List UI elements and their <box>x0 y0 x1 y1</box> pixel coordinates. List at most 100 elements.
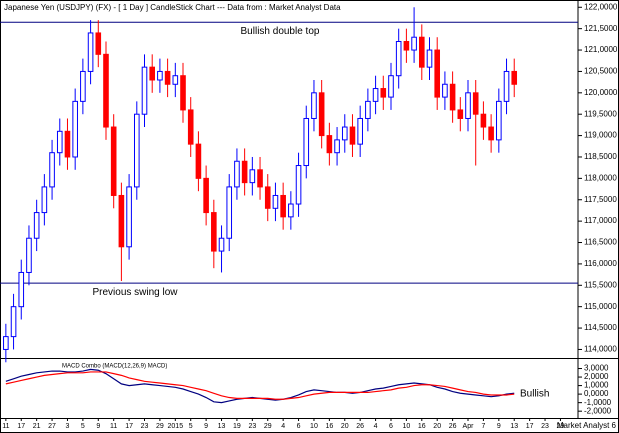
y-tick-label: 118,0000 <box>584 173 617 182</box>
x-tick-label: 6 <box>297 423 301 430</box>
y-tick-label: 115,0000 <box>584 302 617 311</box>
reference-label: Previous swing low <box>92 287 178 298</box>
y-tick-label: 3,0000 <box>584 364 609 373</box>
x-tick-label: 4 <box>374 423 378 430</box>
candle-body <box>380 88 387 98</box>
candle-body <box>80 70 86 102</box>
x-tick-label: 9 <box>204 423 208 430</box>
x-tick-label: 17 <box>526 423 534 430</box>
candle-body <box>41 186 48 214</box>
candle-body <box>457 109 464 119</box>
candle-body <box>488 126 494 141</box>
candle-body <box>442 83 448 98</box>
x-tick-label: 23 <box>541 423 549 430</box>
candle-body <box>326 135 333 154</box>
reference-label: Bullish double top <box>241 26 320 37</box>
candle-body <box>449 83 456 111</box>
candle-body <box>411 36 417 51</box>
x-tick-label: 11 <box>2 423 9 430</box>
x-tick-label: 29 <box>557 423 565 430</box>
x-tick-label: 21 <box>33 423 41 430</box>
y-tick-label: 116,0000 <box>584 259 617 268</box>
x-tick-label: 29 <box>264 423 272 430</box>
x-tick-label: 27 <box>48 423 56 430</box>
candle-body <box>56 130 63 154</box>
candle-body <box>241 160 248 184</box>
y-tick-label: 0,0000 <box>584 389 609 398</box>
y-tick-label: 121,5000 <box>584 24 618 33</box>
x-tick-label: 11 <box>110 423 117 430</box>
x-tick-label: 10 <box>310 423 318 430</box>
candle-body <box>472 92 479 115</box>
candle-body <box>249 169 256 184</box>
y-tick-label: 120,0000 <box>584 88 618 97</box>
footer: Market Analyst 6 <box>557 421 617 430</box>
candle-body <box>64 130 71 158</box>
candle-body <box>403 40 410 51</box>
y-tick-label: 1,0000 <box>584 381 609 390</box>
candle-body <box>357 117 363 145</box>
y-tick-label: 2,0000 <box>584 372 609 381</box>
x-tick-label: 3 <box>66 423 70 430</box>
candle-body <box>72 100 78 158</box>
candle-body <box>126 186 132 248</box>
x-tick-label: 16 <box>325 423 333 430</box>
candle-body <box>118 194 125 248</box>
candle-body <box>187 109 194 145</box>
y-tick-label: 119,0000 <box>584 131 617 140</box>
x-tick-label: 13 <box>510 423 518 430</box>
x-tick-label: 23 <box>248 423 256 430</box>
candle-body <box>318 92 325 137</box>
y-tick-label: 116,5000 <box>584 238 617 247</box>
y-tick-label: 122,0000 <box>584 2 618 11</box>
x-tick-label: 16 <box>418 423 426 430</box>
y-tick-label: -2,0000 <box>584 406 612 415</box>
candle-body <box>18 271 25 308</box>
macd-line <box>5 371 515 400</box>
candle-body <box>133 113 140 188</box>
candle-body <box>341 126 348 141</box>
candle-body <box>388 75 394 98</box>
candle-body <box>164 70 171 85</box>
candle-body <box>288 203 294 218</box>
candle-body <box>157 70 163 81</box>
candle-body <box>195 143 202 179</box>
candle-body <box>203 177 209 214</box>
x-tick-label: 29 <box>156 423 164 430</box>
x-tick-label: 2015 <box>168 423 184 430</box>
x-tick-label: 9 <box>96 423 100 430</box>
y-tick-label: 117,5000 <box>584 195 617 204</box>
y-tick-label: 115,5000 <box>584 280 617 289</box>
candle-body <box>149 66 156 81</box>
x-tick-label: 10 <box>402 423 410 430</box>
candle-body <box>180 75 186 111</box>
candle-body <box>395 40 402 77</box>
candle-body <box>372 88 379 102</box>
x-tick-label: 20 <box>433 423 441 430</box>
candle-body <box>3 336 9 350</box>
x-tick-label: Apr <box>463 423 475 430</box>
candle-body <box>87 32 94 72</box>
candle-body <box>264 186 271 209</box>
x-tick-label: 23 <box>141 423 149 430</box>
candle-body <box>95 32 102 55</box>
candle-body <box>511 70 518 85</box>
x-tick-label: 9 <box>497 423 501 430</box>
candle-body <box>49 152 55 188</box>
candle-body <box>465 92 471 119</box>
macd-annotation: Bullish <box>520 389 549 400</box>
candle-body <box>10 306 17 338</box>
candle-body <box>426 49 433 68</box>
x-tick-label: 6 <box>389 423 393 430</box>
candle-body <box>218 237 225 252</box>
macd-legend: MACD Combo (MACD(12,26,9) MACD) <box>62 364 167 370</box>
x-tick-label: 19 <box>233 423 241 430</box>
candle-body <box>226 186 233 239</box>
y-tick-label: 121,0000 <box>584 45 618 54</box>
candle-body <box>172 75 179 85</box>
x-tick-label: 17 <box>17 423 25 430</box>
candle-body <box>349 126 356 145</box>
candle-body <box>503 70 510 102</box>
